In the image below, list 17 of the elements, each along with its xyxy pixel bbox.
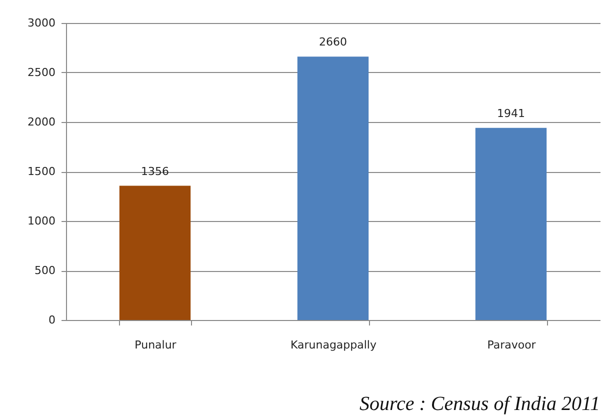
y-tick-label: 3000 xyxy=(28,16,56,30)
x-tick-label: Punalur xyxy=(134,338,177,352)
y-tick-label: 1500 xyxy=(28,165,56,178)
bar xyxy=(297,56,369,320)
x-tick-label: Karunagappally xyxy=(290,338,377,352)
data-label: 1941 xyxy=(497,106,525,120)
bar xyxy=(475,128,547,320)
data-label: 2660 xyxy=(319,36,347,49)
bar xyxy=(119,186,191,320)
data-label: 1356 xyxy=(141,164,169,178)
y-tick-label: 1000 xyxy=(28,214,56,228)
y-tick-label: 2000 xyxy=(28,116,56,128)
y-tick-label: 0 xyxy=(48,314,56,326)
x-tick-label: Paravoor xyxy=(487,338,536,352)
source-note: Source : Census of India 2011 xyxy=(359,393,600,415)
y-tick-label: 500 xyxy=(34,264,56,277)
y-tick-label: 2500 xyxy=(28,66,56,79)
